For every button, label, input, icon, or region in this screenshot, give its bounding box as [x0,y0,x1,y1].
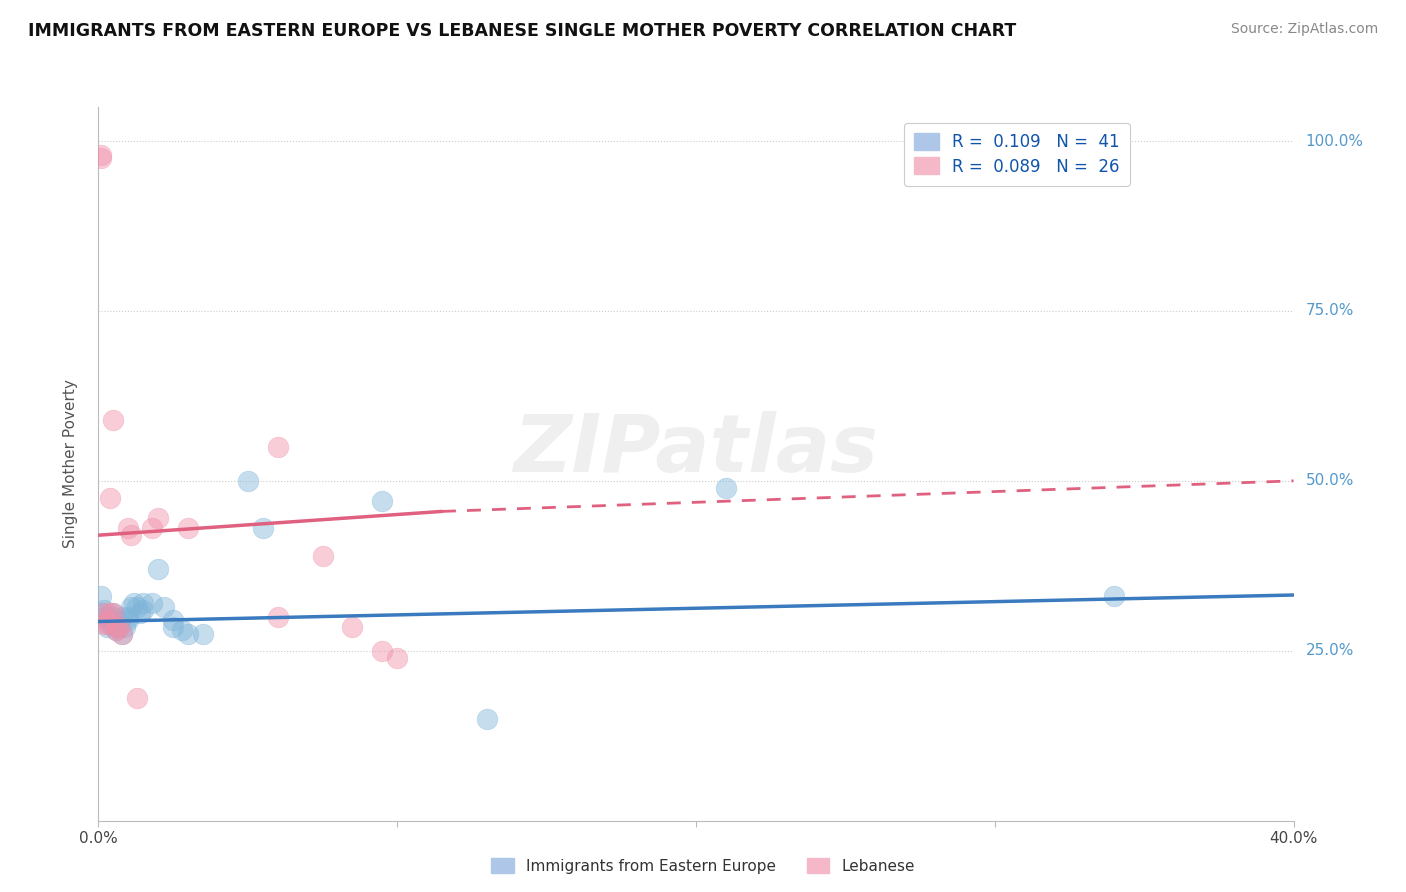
Point [120,528,142,542]
Point [98,607,122,621]
Point [96,616,118,631]
Point [117,609,139,624]
Point [141,596,163,610]
Point [93,603,115,617]
Point [90,151,112,165]
Point [252,521,274,535]
Point [371,644,394,658]
Text: Source: ZipAtlas.com: Source: ZipAtlas.com [1230,22,1378,37]
Legend: Immigrants from Eastern Europe, Lebanese: Immigrants from Eastern Europe, Lebanese [485,852,921,880]
Legend: R =  0.109   N =  41, R =  0.089   N =  26: R = 0.109 N = 41, R = 0.089 N = 26 [904,122,1130,186]
Text: 25.0%: 25.0% [1305,643,1354,658]
Point [108,613,131,627]
Point [371,494,394,508]
Point [342,620,364,634]
Point [236,474,259,488]
Point [93,607,115,621]
Point [191,626,214,640]
Point [120,599,142,614]
Point [96,609,118,624]
Point [111,626,134,640]
Point [1104,590,1126,604]
Point [103,412,125,426]
Point [132,596,155,610]
Point [103,609,125,624]
Text: 100.0%: 100.0% [1305,134,1364,149]
Point [124,596,146,610]
Point [98,491,122,505]
Point [90,590,112,604]
Y-axis label: Single Mother Poverty: Single Mother Poverty [63,379,77,549]
Text: IMMIGRANTS FROM EASTERN EUROPE VS LEBANESE SINGLE MOTHER POVERTY CORRELATION CHA: IMMIGRANTS FROM EASTERN EUROPE VS LEBANE… [28,22,1017,40]
Point [267,440,290,454]
Point [714,481,737,495]
Point [267,609,290,624]
Point [103,607,125,621]
Point [177,521,200,535]
Point [111,609,134,624]
Point [127,599,149,614]
Point [93,616,115,631]
Text: ZIPatlas: ZIPatlas [513,410,879,489]
Point [148,562,170,576]
Text: 50.0%: 50.0% [1305,474,1354,488]
Point [148,511,170,525]
Point [475,712,498,726]
Point [98,616,122,631]
Point [117,613,139,627]
Point [153,599,176,614]
Text: 75.0%: 75.0% [1305,303,1354,318]
Point [93,609,115,624]
Point [111,626,134,640]
Point [98,613,122,627]
Point [127,691,149,706]
Point [105,620,128,634]
Point [105,620,128,634]
Point [96,609,118,624]
Point [177,626,200,640]
Point [96,620,118,634]
Point [105,624,128,638]
Point [132,603,155,617]
Point [311,549,333,563]
Point [108,620,131,634]
Point [162,620,184,634]
Point [172,624,194,638]
Point [103,616,125,631]
Point [141,521,163,535]
Point [117,521,139,535]
Point [108,620,131,634]
Point [103,607,125,621]
Point [96,613,118,627]
Point [90,147,112,161]
Point [114,620,136,634]
Point [162,613,184,627]
Point [90,607,112,621]
Point [105,624,128,638]
Point [385,650,409,665]
Point [129,607,152,621]
